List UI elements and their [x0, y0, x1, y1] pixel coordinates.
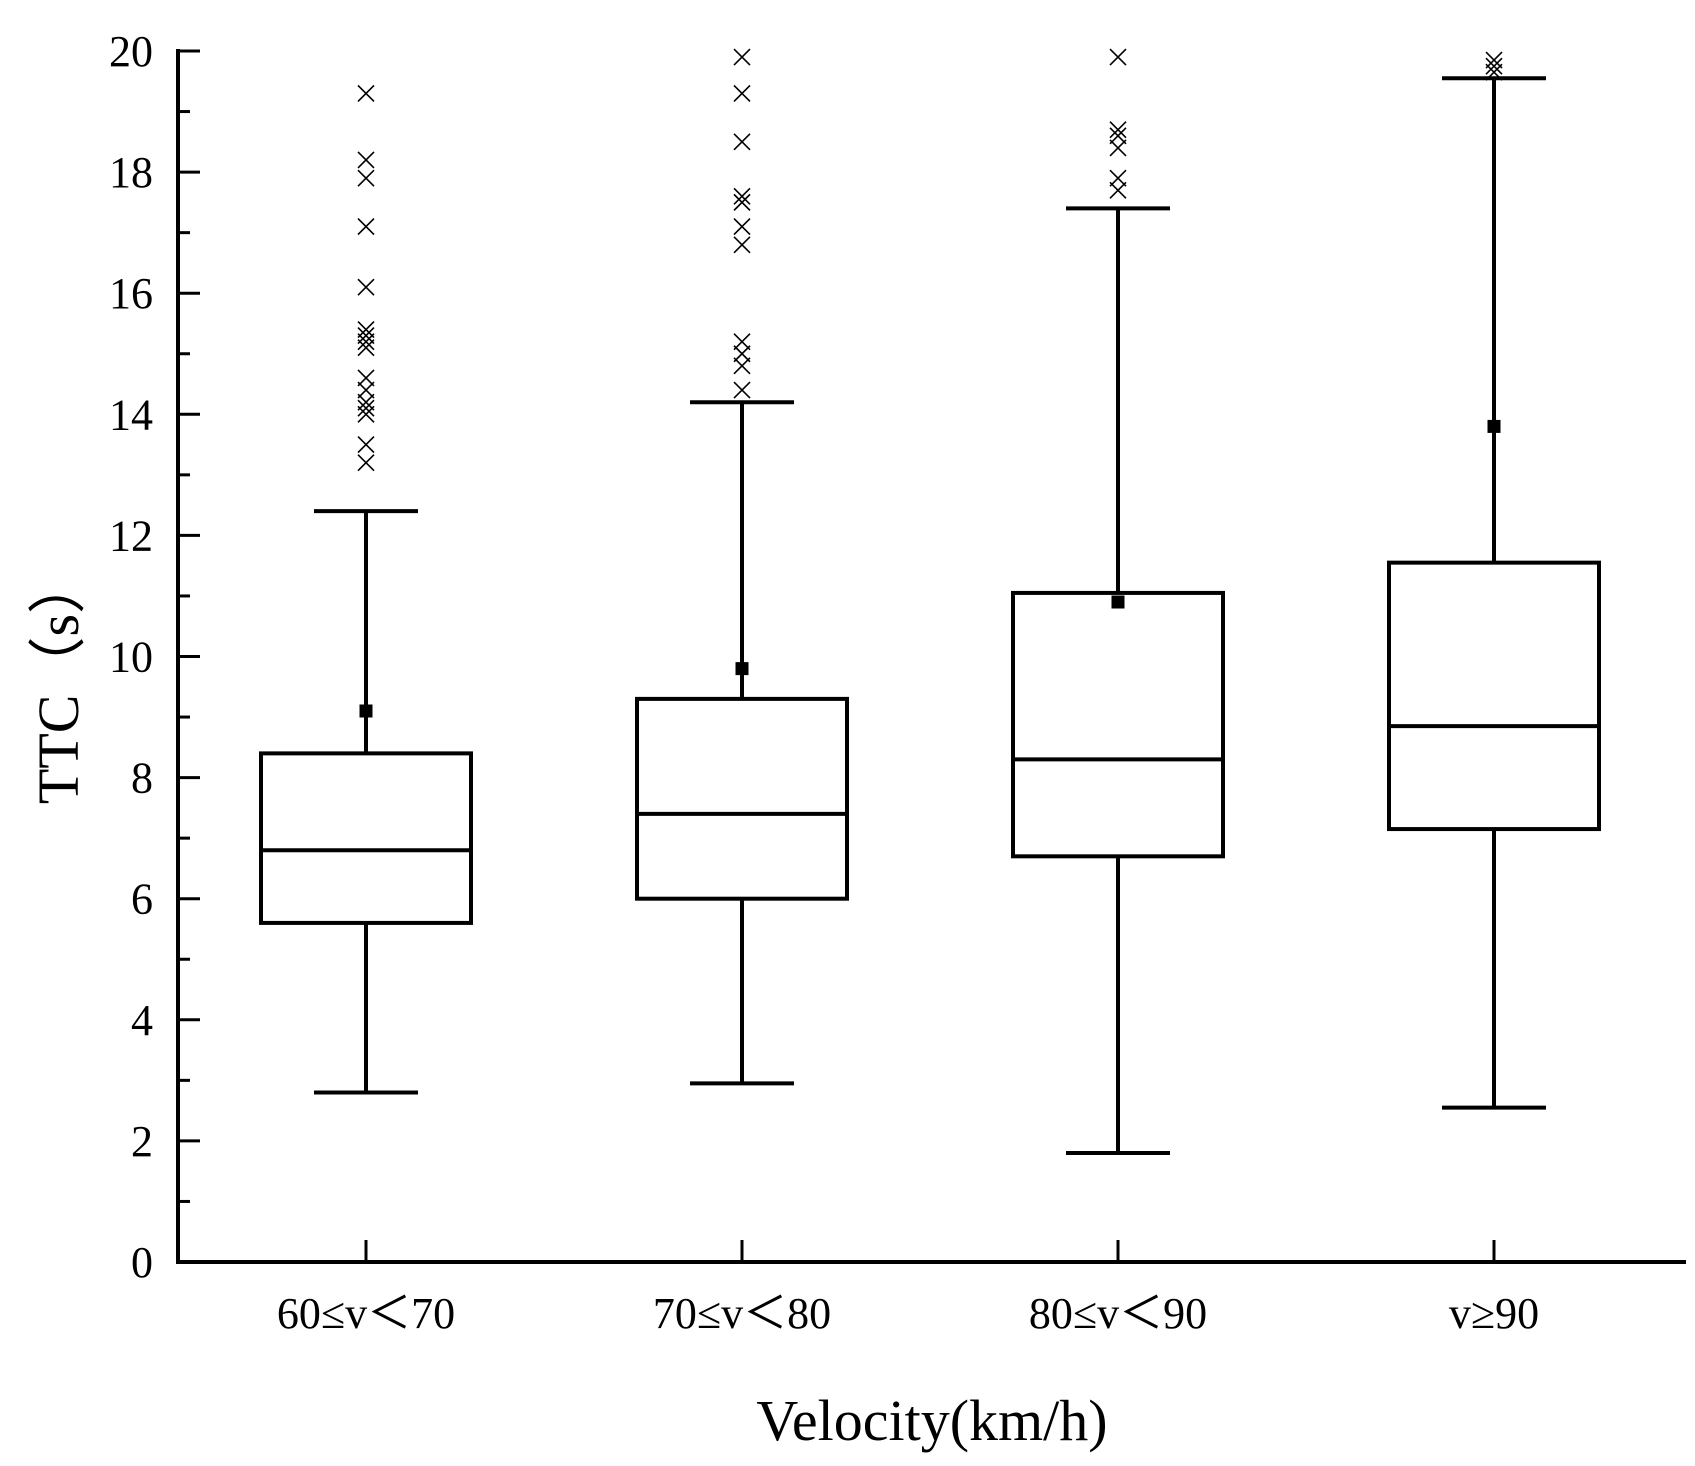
x-axis-ticks: 60≤v＜70 70≤v＜80 80≤v＜90 v≥90	[277, 1240, 1539, 1338]
outlier-point	[733, 333, 751, 351]
mean-marker	[359, 704, 373, 718]
outlier-point	[357, 169, 375, 187]
outlier-point	[357, 436, 375, 454]
mean-marker	[1111, 595, 1125, 609]
outlier-point	[357, 405, 375, 423]
y-tick-label: 16	[109, 269, 153, 318]
mean-marker	[1487, 419, 1501, 433]
box-series	[259, 48, 1601, 1156]
outlier-point	[357, 218, 375, 236]
y-tick-label: 12	[109, 511, 153, 560]
outlier-point	[733, 187, 751, 205]
outlier-point	[357, 369, 375, 387]
outlier-point	[357, 84, 375, 102]
y-tick-label: 4	[131, 996, 153, 1045]
x-tick-label: 70≤v＜80	[653, 1289, 831, 1338]
outlier-point	[733, 357, 751, 375]
outlier-point	[733, 218, 751, 236]
outlier-point	[733, 345, 751, 363]
y-tick-label: 20	[109, 27, 153, 76]
x-tick-label: 60≤v＜70	[277, 1289, 455, 1338]
box-group-3	[1011, 48, 1225, 1156]
outlier-point	[357, 339, 375, 357]
y-tick-label: 2	[131, 1117, 153, 1166]
iqr-box	[1011, 590, 1225, 859]
y-tick-label: 6	[131, 875, 153, 924]
y-tick-label: 14	[109, 390, 153, 439]
box-group-2	[635, 48, 849, 1086]
x-axis-title: Velocity(km/h)	[756, 1388, 1107, 1453]
outlier-point	[1109, 48, 1127, 66]
outlier-point	[357, 454, 375, 472]
x-tick-label: v≥90	[1449, 1289, 1539, 1338]
outlier-point	[733, 193, 751, 211]
outlier-point	[357, 278, 375, 296]
x-tick-label: 80≤v＜90	[1029, 1289, 1207, 1338]
outlier-point	[733, 381, 751, 399]
outlier-point	[733, 84, 751, 102]
iqr-box	[1387, 560, 1601, 832]
outlier-point	[357, 333, 375, 351]
y-tick-label: 0	[131, 1238, 153, 1287]
outlier-point	[357, 393, 375, 411]
y-axis-title: TTC（s）	[26, 556, 91, 804]
outlier-point	[1485, 51, 1503, 69]
outlier-point	[1485, 63, 1503, 81]
outlier-point	[357, 327, 375, 345]
outlier-point	[733, 48, 751, 66]
outlier-point	[1109, 181, 1127, 199]
outlier-point	[357, 399, 375, 417]
outlier-point	[1109, 139, 1127, 157]
y-tick-label: 8	[131, 754, 153, 803]
y-tick-label: 18	[109, 148, 153, 197]
outlier-point	[1109, 121, 1127, 139]
mean-marker	[735, 662, 749, 676]
outlier-point	[1485, 57, 1503, 75]
y-tick-label: 10	[109, 633, 153, 682]
iqr-box	[259, 751, 473, 925]
y-axis-ticks: 0 2 4 6 8 10 12 14 16 18 20	[109, 27, 200, 1287]
outlier-point	[357, 320, 375, 339]
outlier-point	[1109, 127, 1127, 145]
outlier-point	[357, 381, 375, 399]
outlier-point	[357, 151, 375, 169]
iqr-box	[635, 696, 849, 901]
outlier-point	[733, 236, 751, 254]
outlier-point	[733, 133, 751, 151]
box-group-1	[259, 84, 473, 1095]
outlier-point	[1109, 169, 1127, 187]
box-group-4	[1387, 51, 1601, 1110]
